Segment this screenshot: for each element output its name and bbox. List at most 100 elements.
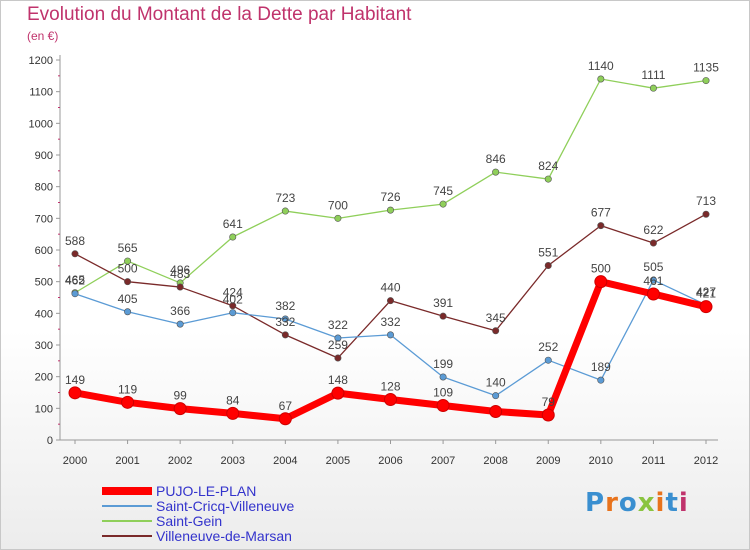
data-label: 500 xyxy=(591,262,611,276)
data-point xyxy=(439,200,447,208)
data-label: 745 xyxy=(433,184,453,198)
data-label: 382 xyxy=(275,299,295,313)
data-label: 402 xyxy=(223,293,243,307)
data-label: 405 xyxy=(118,292,138,306)
data-label: 565 xyxy=(118,241,138,255)
data-label: 713 xyxy=(696,194,716,208)
data-point xyxy=(334,354,342,362)
data-label: 84 xyxy=(226,393,240,407)
data-point xyxy=(176,320,184,328)
data-point xyxy=(544,262,552,270)
data-label: 465 xyxy=(65,273,85,287)
y-tick-label: 400 xyxy=(35,308,53,320)
data-point xyxy=(278,412,292,426)
data-point xyxy=(124,278,132,286)
data-label: 505 xyxy=(643,260,663,274)
data-label: 462 xyxy=(65,274,85,288)
data-label: 427 xyxy=(696,285,716,299)
data-label: 723 xyxy=(275,191,295,205)
data-label: 677 xyxy=(591,206,611,220)
data-label: 252 xyxy=(538,340,558,354)
y-tick-label: 1200 xyxy=(29,55,53,67)
x-tick-label: 2007 xyxy=(431,455,455,467)
data-label: 421 xyxy=(696,287,716,301)
legend-label: Villeneuve-de-Marsan xyxy=(156,528,292,544)
data-point xyxy=(281,207,289,215)
data-point xyxy=(702,77,710,85)
data-label: 332 xyxy=(275,315,295,329)
x-tick-label: 2008 xyxy=(483,455,507,467)
data-point xyxy=(702,210,710,218)
data-label: 700 xyxy=(328,198,348,212)
data-label: 199 xyxy=(433,357,453,371)
data-label: 496 xyxy=(170,263,190,277)
data-point xyxy=(646,287,660,301)
y-tick-label: 700 xyxy=(35,213,53,225)
data-point xyxy=(544,356,552,364)
data-label: 128 xyxy=(380,379,400,393)
data-point xyxy=(439,373,447,381)
data-label: 846 xyxy=(486,152,506,166)
chart-title: Evolution du Montant de la Dette par Hab… xyxy=(27,4,412,25)
data-label: 1135 xyxy=(693,61,719,75)
legend-label: Saint-Cricq-Villeneuve xyxy=(156,498,295,514)
legend-swatch xyxy=(102,505,152,507)
legend-item: PUJO-LE-PLAN xyxy=(102,483,256,499)
y-tick-label: 100 xyxy=(35,403,53,415)
data-point xyxy=(439,312,447,320)
data-point xyxy=(386,206,394,214)
x-tick-label: 2009 xyxy=(536,455,560,467)
y-tick-label: 1100 xyxy=(29,87,53,99)
data-label: 1111 xyxy=(641,68,665,82)
data-label: 189 xyxy=(591,360,611,374)
data-point xyxy=(492,392,500,400)
data-point xyxy=(124,308,132,316)
data-point xyxy=(541,408,555,422)
data-label: 259 xyxy=(328,338,348,352)
legend-swatch xyxy=(102,487,152,495)
data-point xyxy=(124,257,132,265)
data-label: 322 xyxy=(328,318,348,332)
data-label: 109 xyxy=(433,385,453,399)
data-point xyxy=(489,405,503,418)
data-point xyxy=(384,392,397,406)
data-label: 483 xyxy=(170,267,190,281)
data-label: 79 xyxy=(542,395,556,409)
data-point xyxy=(597,222,605,230)
x-tick-label: 2011 xyxy=(642,455,666,467)
legend-item: Villeneuve-de-Marsan xyxy=(102,528,292,544)
legend-swatch xyxy=(102,535,152,537)
data-label: 461 xyxy=(643,274,663,288)
data-label: 148 xyxy=(328,373,348,387)
chart-subtitle: (en €) xyxy=(27,29,59,43)
data-point xyxy=(436,398,450,412)
data-label: 424 xyxy=(223,286,243,300)
data-label: 588 xyxy=(65,234,85,248)
y-tick-label: 0 xyxy=(47,435,53,447)
data-point xyxy=(649,84,657,92)
data-label: 140 xyxy=(486,376,506,390)
data-point xyxy=(649,276,657,284)
data-point xyxy=(71,250,79,258)
data-label: 67 xyxy=(279,399,293,413)
legend-item: Saint-Gein xyxy=(102,513,222,529)
x-tick-label: 2006 xyxy=(378,455,402,467)
data-label: 1140 xyxy=(588,59,614,73)
data-label: 366 xyxy=(170,304,190,318)
data-point xyxy=(386,331,394,339)
y-tick-label: 600 xyxy=(35,245,53,257)
data-point xyxy=(649,239,657,247)
data-point xyxy=(386,297,394,305)
data-point xyxy=(229,233,237,241)
legend-item: Saint-Cricq-Villeneuve xyxy=(102,498,294,514)
data-point xyxy=(699,300,713,314)
y-tick-label: 200 xyxy=(35,372,53,384)
x-tick-label: 2012 xyxy=(694,455,718,467)
data-label: 824 xyxy=(538,159,558,173)
data-label: 726 xyxy=(380,190,400,204)
y-tick-label: 900 xyxy=(35,150,53,162)
data-point xyxy=(334,334,342,342)
y-tick-label: 1000 xyxy=(29,118,53,130)
